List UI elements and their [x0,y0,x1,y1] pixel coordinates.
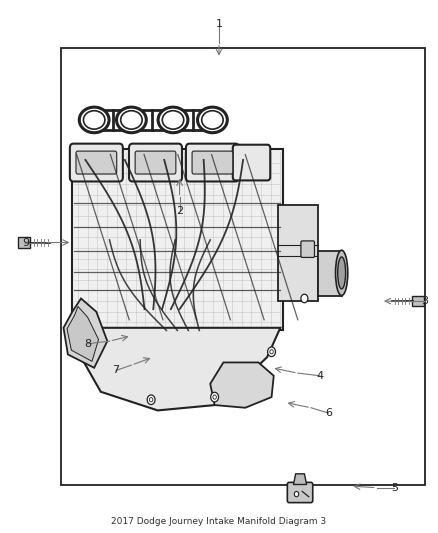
FancyBboxPatch shape [129,144,182,181]
Ellipse shape [268,347,276,357]
FancyBboxPatch shape [76,151,117,174]
FancyBboxPatch shape [18,237,30,248]
FancyBboxPatch shape [192,151,233,174]
Ellipse shape [162,111,184,129]
Text: 8: 8 [84,339,91,349]
FancyBboxPatch shape [70,144,123,181]
Bar [61,48,425,485]
Ellipse shape [158,107,188,133]
Ellipse shape [213,395,216,399]
FancyBboxPatch shape [412,296,424,306]
FancyBboxPatch shape [135,151,176,174]
Polygon shape [77,328,280,410]
Ellipse shape [79,107,109,133]
Text: 1: 1 [215,19,223,29]
Polygon shape [72,149,283,330]
Polygon shape [210,362,274,408]
Text: 6: 6 [325,408,332,418]
FancyBboxPatch shape [301,241,314,257]
Ellipse shape [149,398,153,402]
Text: 2: 2 [176,206,183,215]
FancyBboxPatch shape [186,144,239,181]
Text: 2017 Dodge Journey Intake Manifold Diagram 3: 2017 Dodge Journey Intake Manifold Diagr… [111,517,327,526]
Ellipse shape [84,111,105,129]
Ellipse shape [202,111,223,129]
Polygon shape [67,306,99,361]
Polygon shape [64,298,107,368]
Ellipse shape [117,107,146,133]
Text: 3: 3 [421,296,428,306]
Polygon shape [293,474,307,484]
Ellipse shape [336,251,348,295]
Ellipse shape [198,107,227,133]
Ellipse shape [211,392,219,402]
FancyBboxPatch shape [278,205,318,301]
Ellipse shape [294,491,299,497]
FancyBboxPatch shape [233,145,270,180]
FancyBboxPatch shape [287,482,313,503]
Text: 4: 4 [316,371,323,381]
Ellipse shape [147,395,155,405]
Ellipse shape [301,294,308,303]
Text: 7: 7 [113,366,120,375]
Text: 5: 5 [391,483,398,492]
Bar [318,251,342,296]
Ellipse shape [121,111,142,129]
Text: 9: 9 [22,238,29,247]
Ellipse shape [338,257,346,289]
Ellipse shape [270,350,273,354]
